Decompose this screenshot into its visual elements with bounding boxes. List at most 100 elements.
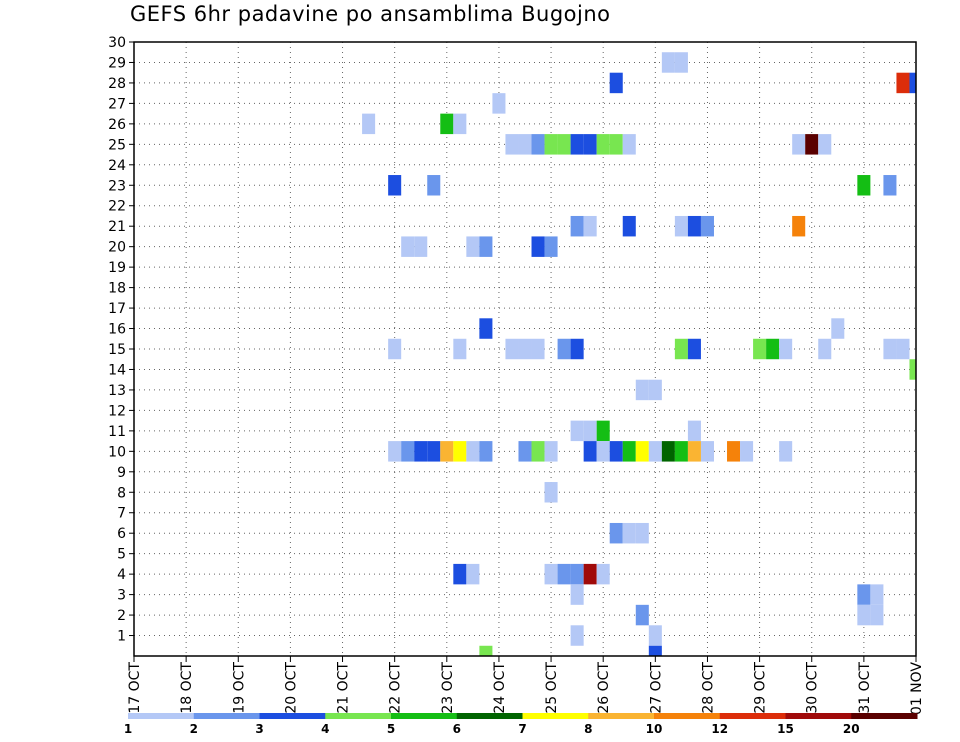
heatmap-cell — [661, 441, 675, 462]
heatmap-cell — [596, 441, 610, 462]
heatmap-cell — [700, 441, 714, 462]
heatmap-cell — [583, 563, 597, 585]
heatmap-cell — [857, 604, 871, 626]
heatmap-cell — [909, 359, 916, 380]
heatmap-cell — [388, 338, 402, 360]
heatmap-cell — [583, 441, 597, 462]
heatmap-cell — [544, 563, 558, 585]
x-tick-label: 29 OCT — [753, 662, 769, 714]
heatmap-cell — [570, 625, 584, 646]
heatmap-cell — [453, 338, 467, 360]
colorbar-swatch — [325, 713, 392, 719]
heatmap-cell — [466, 236, 480, 257]
heatmap-cell — [544, 482, 558, 503]
heatmap-cell — [505, 134, 519, 155]
x-tick-label: 25 OCT — [544, 662, 560, 714]
heatmap-cell — [492, 93, 506, 114]
y-tick-label: 29 — [108, 55, 126, 71]
colorbar-swatch — [719, 713, 786, 719]
heatmap-cell — [700, 215, 714, 237]
heatmap-cell — [414, 441, 428, 462]
y-tick-label: 2 — [117, 608, 126, 624]
heatmap-cell — [531, 134, 545, 155]
colorbar-swatch — [785, 713, 852, 719]
heatmap-cell — [596, 420, 610, 442]
heatmap-cell — [818, 338, 832, 360]
heatmap-cell — [518, 338, 532, 360]
heatmap-cell — [648, 645, 662, 656]
heatmap-cell — [479, 236, 493, 257]
heatmap-cell — [570, 134, 584, 155]
colorbar-swatch — [654, 713, 721, 719]
heatmap-cell — [570, 215, 584, 237]
heatmap-cell — [466, 441, 480, 462]
heatmap-cell — [635, 441, 649, 462]
heatmap-cell — [440, 113, 454, 135]
heatmap-cell — [622, 522, 636, 544]
colorbar-swatch — [259, 713, 326, 719]
heatmap-cell — [531, 441, 545, 462]
heatmap-cell — [779, 338, 793, 360]
y-tick-label: 25 — [108, 137, 126, 153]
colorbar-swatch — [193, 713, 260, 719]
heatmap-cell — [557, 563, 571, 585]
heatmap-cell — [557, 134, 571, 155]
heatmap-cell — [388, 441, 402, 462]
y-tick-label: 22 — [108, 199, 126, 215]
x-tick-label: 22 OCT — [388, 662, 404, 714]
y-tick-label: 20 — [108, 240, 126, 256]
heatmap-cell — [674, 441, 688, 462]
x-tick-label: 27 OCT — [648, 662, 664, 714]
x-tick-label: 31 OCT — [857, 662, 873, 714]
y-tick-label: 12 — [108, 403, 126, 419]
heatmap-cell — [479, 441, 493, 462]
y-tick-label: 21 — [108, 219, 126, 235]
heatmap-cell — [635, 379, 649, 401]
y-tick-label: 3 — [117, 588, 126, 604]
heatmap-cell — [648, 625, 662, 646]
heatmap-cell — [857, 175, 871, 196]
heatmap-cell — [479, 645, 493, 656]
heatmap-cell — [753, 338, 767, 360]
heatmap-cell — [466, 563, 480, 585]
y-tick-label: 26 — [108, 117, 126, 133]
x-tick-label: 21 OCT — [336, 662, 352, 714]
heatmap-cell — [570, 338, 584, 360]
heatmap-cell — [896, 338, 910, 360]
heatmap-cell — [453, 113, 467, 135]
heatmap-cell — [687, 441, 701, 462]
heatmap-cell — [427, 441, 441, 462]
heatmap-cell — [583, 134, 597, 155]
x-tick-label: 18 OCT — [179, 662, 195, 714]
heatmap-cell — [414, 236, 428, 257]
heatmap-cell — [857, 584, 871, 605]
heatmap-cell — [687, 338, 701, 360]
heatmap-cell — [453, 563, 467, 585]
y-tick-label: 7 — [117, 506, 126, 522]
heatmap-cell — [518, 441, 532, 462]
colorbar-swatch — [522, 713, 589, 719]
y-tick-label: 9 — [117, 465, 126, 481]
heatmap-cell — [570, 420, 584, 442]
heatmap-cell — [479, 318, 493, 339]
heatmap-cell — [635, 604, 649, 626]
y-tick-label: 13 — [108, 383, 126, 399]
heatmap-cell — [792, 134, 806, 155]
x-tick-label: 19 OCT — [231, 662, 247, 714]
y-tick-label: 4 — [117, 567, 126, 583]
y-tick-label: 15 — [108, 342, 126, 358]
y-tick-label: 24 — [108, 158, 126, 174]
heatmap-cell — [805, 134, 819, 155]
heatmap-cell — [609, 522, 623, 544]
heatmap-cell — [831, 318, 845, 339]
heatmap-cell — [401, 236, 415, 257]
heatmap-cell — [401, 441, 415, 462]
x-tick-label: 30 OCT — [805, 662, 821, 714]
x-tick-label: 28 OCT — [700, 662, 716, 714]
heatmap-cell — [674, 52, 688, 73]
colorbar-swatch — [391, 713, 458, 719]
heatmap-cell — [518, 134, 532, 155]
x-tick-label: 24 OCT — [492, 662, 508, 714]
heatmap-cell — [622, 134, 636, 155]
